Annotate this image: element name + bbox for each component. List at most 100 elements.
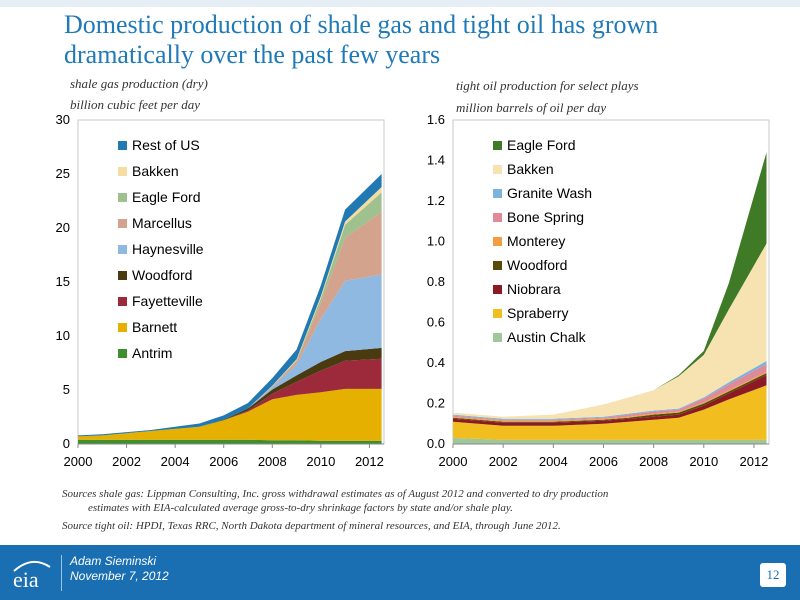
gas-legend-swatch-haynesville xyxy=(118,245,127,254)
eia-logo: eia xyxy=(13,560,51,592)
gas-source-note: Sources shale gas: Lippman Consulting, I… xyxy=(62,487,762,515)
slide-title: Domestic production of shale gas and tig… xyxy=(64,10,659,69)
tight-oil-chart: 0.0 0.2 0.4 0.6 0.8 1.0 1.2 1.4 1.6 2000 2002 2004 2… xyxy=(427,112,770,469)
gas-legend-label-woodford: Woodford xyxy=(132,267,192,283)
gas-legend-swatch-rest-of-us xyxy=(118,141,127,150)
oil-legend-label-austin-chalk: Austin Chalk xyxy=(507,329,587,345)
gas-legend-label-bakken: Bakken xyxy=(132,163,179,179)
gas-ytick-label: 20 xyxy=(56,220,70,235)
gas-source-line2: estimates with EIA-calculated average gr… xyxy=(88,502,513,514)
oil-source-note: Source tight oil: HPDI, Texas RRC, North… xyxy=(62,520,561,532)
gas-area-woodford xyxy=(78,347,382,437)
gas-legend-label-antrim: Antrim xyxy=(132,345,172,361)
oil-legend-label-niobrara: Niobrara xyxy=(507,281,561,297)
source-notes: Sources shale gas: Lippman Consulting, I… xyxy=(62,487,762,537)
gas-legend-label-rest-of-us: Rest of US xyxy=(132,137,200,153)
oil-legend-swatch-woodford xyxy=(493,261,502,270)
gas-xtick-label: 2012 xyxy=(355,454,384,469)
oil-area-granite-wash xyxy=(453,361,767,420)
oil-ytick-label: 1.2 xyxy=(427,193,445,208)
oil-ytick-label: 1.4 xyxy=(427,153,445,168)
oil-legend-swatch-bakken xyxy=(493,165,502,174)
gas-area-haynesville xyxy=(78,274,382,437)
gas-legend-swatch-bakken xyxy=(118,167,127,176)
oil-legend-label-eagle-ford: Eagle Ford xyxy=(507,137,575,153)
gas-ylabel-line1: shale gas production (dry) xyxy=(70,76,208,91)
oil-area-niobrara xyxy=(453,375,767,426)
oil-area-spraberry xyxy=(453,385,767,440)
gas-legend-label-fayetteville: Fayetteville xyxy=(132,293,203,309)
oil-area-woodford xyxy=(453,373,767,423)
shale-gas-chart: 0 5 10 15 20 25 30 2000 2002 2004 2006 2008 2010 2012… xyxy=(56,112,385,469)
presentation-date: November 7, 2012 xyxy=(70,569,169,583)
footer-divider xyxy=(61,555,62,591)
gas-legend-label-haynesville: Haynesville xyxy=(132,241,204,257)
oil-legend-label-bone-spring: Bone Spring xyxy=(507,209,584,225)
gas-xtick-label: 2006 xyxy=(209,454,238,469)
gas-legend-swatch-barnett xyxy=(118,323,127,332)
oil-xtick-label: 2008 xyxy=(639,454,668,469)
gas-legend-swatch-fayetteville xyxy=(118,297,127,306)
oil-ylabel-line2: million barrels of oil per day xyxy=(456,100,607,115)
gas-xtick-label: 2004 xyxy=(161,454,190,469)
footer-bar: eia Adam Sieminski November 7, 2012 12 xyxy=(0,545,800,600)
oil-ylabel-line1: tight oil production for select plays xyxy=(456,78,639,93)
oil-ytick-label: 0.6 xyxy=(427,315,445,330)
oil-ytick-label: 0.2 xyxy=(427,396,445,411)
gas-xtick-label: 2002 xyxy=(112,454,141,469)
oil-xtick-label: 2010 xyxy=(689,454,718,469)
gas-xtick-label: 2000 xyxy=(64,454,93,469)
page-number: 12 xyxy=(760,563,786,587)
oil-legend-label-woodford: Woodford xyxy=(507,257,567,273)
oil-legend-swatch-monterey xyxy=(493,237,502,246)
gas-legend-swatch-marcellus xyxy=(118,219,127,228)
gas-legend-swatch-antrim xyxy=(118,349,127,358)
gas-area-barnett xyxy=(78,388,382,441)
gas-ytick-label: 5 xyxy=(63,382,70,397)
oil-legend-label-bakken: Bakken xyxy=(507,161,554,177)
gas-ytick-label: 25 xyxy=(56,166,70,181)
oil-xtick-label: 2004 xyxy=(539,454,568,469)
gas-ylabel-line2: billion cubic feet per day xyxy=(70,97,200,112)
gas-legend-swatch-woodford xyxy=(118,271,127,280)
oil-ytick-label: 0.4 xyxy=(427,355,445,370)
gas-ytick-label: 0 xyxy=(63,436,70,451)
gas-area-antrim xyxy=(78,439,382,444)
gas-ytick-label: 15 xyxy=(56,274,70,289)
oil-area-austin-chalk xyxy=(453,437,767,444)
oil-legend-swatch-spraberry xyxy=(493,309,502,318)
oil-legend-swatch-bone-spring xyxy=(493,213,502,222)
oil-legend-swatch-eagle-ford xyxy=(493,141,502,150)
oil-legend-swatch-granite-wash xyxy=(493,189,502,198)
gas-xtick-label: 2008 xyxy=(258,454,287,469)
oil-area-bone-spring xyxy=(453,364,767,421)
oil-ytick-label: 1.6 xyxy=(427,112,445,127)
gas-ytick-label: 30 xyxy=(56,112,70,127)
oil-legend-label-granite-wash: Granite Wash xyxy=(507,185,592,201)
oil-xtick-label: 2002 xyxy=(489,454,518,469)
gas-legend-label-eagle-ford: Eagle Ford xyxy=(132,189,200,205)
gas-ytick-label: 10 xyxy=(56,328,70,343)
oil-ytick-label: 0.8 xyxy=(427,274,445,289)
oil-xtick-label: 2012 xyxy=(739,454,768,469)
gas-xtick-label: 2010 xyxy=(306,454,335,469)
oil-ytick-label: 0.0 xyxy=(427,436,445,451)
oil-legend-label-spraberry: Spraberry xyxy=(507,305,568,321)
oil-legend-swatch-niobrara xyxy=(493,285,502,294)
oil-xtick-label: 2000 xyxy=(439,454,468,469)
gas-legend-label-marcellus: Marcellus xyxy=(132,215,192,231)
gas-area-marcellus xyxy=(78,211,382,437)
oil-area-bakken xyxy=(453,243,767,419)
oil-xtick-label: 2006 xyxy=(589,454,618,469)
gas-area-fayetteville xyxy=(78,358,382,437)
presenter-info: Adam Sieminski November 7, 2012 xyxy=(70,554,169,584)
gas-legend-swatch-eagle-ford xyxy=(118,193,127,202)
gas-source-line1: Sources shale gas: Lippman Consulting, I… xyxy=(62,488,609,500)
oil-ytick-label: 1.0 xyxy=(427,234,445,249)
eia-logo-text: eia xyxy=(13,567,39,592)
top-accent-bar xyxy=(0,0,800,7)
gas-legend-label-barnett: Barnett xyxy=(132,319,177,335)
oil-legend-label-monterey: Monterey xyxy=(507,233,565,249)
presenter-name: Adam Sieminski xyxy=(70,554,157,568)
oil-legend-swatch-austin-chalk xyxy=(493,333,502,342)
